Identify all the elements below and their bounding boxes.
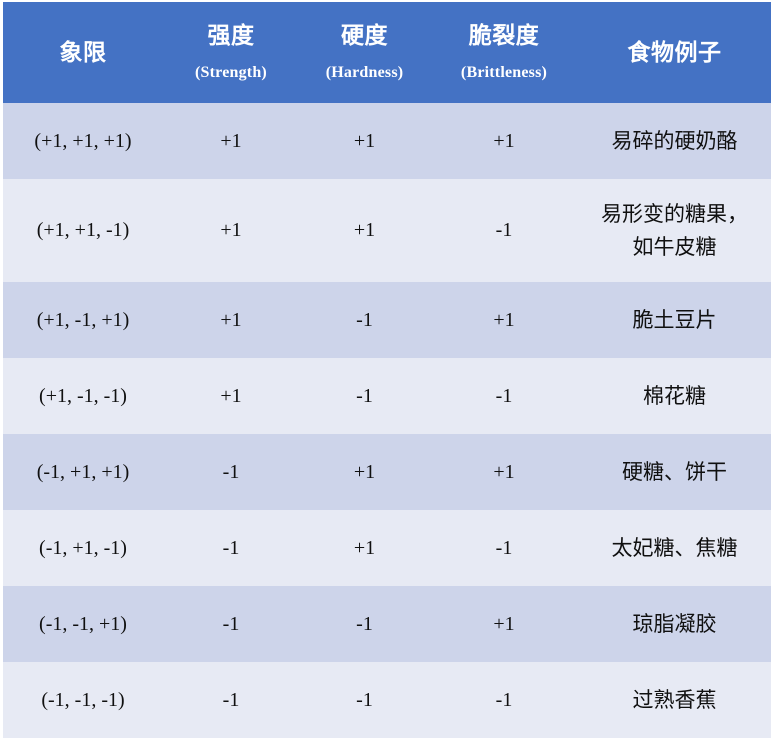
cell-brittleness: -1 <box>430 358 578 434</box>
cell-brittleness: +1 <box>430 103 578 179</box>
cell-quadrant: (-1, +1, -1) <box>3 510 163 586</box>
cell-hardness: +1 <box>299 434 430 510</box>
cell-strength: +1 <box>163 282 299 358</box>
cell-brittleness: +1 <box>430 282 578 358</box>
food-example-line: 易形变的糖果， <box>601 201 748 226</box>
table-row: (-1, +1, -1) -1 +1 -1 太妃糖、焦糖 <box>3 510 771 586</box>
food-example-line: 琼脂凝胶 <box>632 611 717 636</box>
column-header-food-examples: 食物例子 <box>578 2 771 103</box>
table-body: (+1, +1, +1) +1 +1 +1 易碎的硬奶酪 (+1, +1, -1… <box>3 103 771 738</box>
column-header-food-examples-label: 食物例子 <box>627 40 722 65</box>
column-header-quadrant-label: 象限 <box>59 40 107 65</box>
table-row: (-1, -1, -1) -1 -1 -1 过熟香蕉 <box>3 662 771 738</box>
table-row: (-1, -1, +1) -1 -1 +1 琼脂凝胶 <box>3 586 771 662</box>
cell-quadrant: (+1, +1, +1) <box>3 103 163 179</box>
cell-hardness: -1 <box>299 662 430 738</box>
cell-strength: -1 <box>163 434 299 510</box>
cell-brittleness: -1 <box>430 662 578 738</box>
cell-hardness: +1 <box>299 103 430 179</box>
quadrant-food-table: 象限 强度 (Strength) 硬度 (Hardness) <box>3 2 771 738</box>
cell-strength: -1 <box>163 510 299 586</box>
cell-quadrant: (+1, +1, -1) <box>3 179 163 282</box>
cell-hardness: +1 <box>299 179 430 282</box>
cell-food-example: 易形变的糖果， 如牛皮糖 <box>578 179 771 282</box>
table-row: (+1, +1, -1) +1 +1 -1 易形变的糖果， 如牛皮糖 <box>3 179 771 282</box>
cell-food-example: 过熟香蕉 <box>578 662 771 738</box>
cell-strength: -1 <box>163 662 299 738</box>
cell-hardness: -1 <box>299 586 430 662</box>
table-container: 象限 强度 (Strength) 硬度 (Hardness) <box>3 2 771 738</box>
column-header-strength-sublabel: (Strength) <box>195 64 267 81</box>
cell-food-example: 琼脂凝胶 <box>578 586 771 662</box>
food-example-line: 脆土豆片 <box>632 307 717 332</box>
cell-brittleness: -1 <box>430 510 578 586</box>
table-row: (+1, -1, +1) +1 -1 +1 脆土豆片 <box>3 282 771 358</box>
cell-quadrant: (+1, -1, -1) <box>3 358 163 434</box>
cell-hardness: -1 <box>299 282 430 358</box>
cell-food-example: 易碎的硬奶酪 <box>578 103 771 179</box>
column-header-strength-label: 强度 <box>207 23 255 48</box>
cell-quadrant: (-1, +1, +1) <box>3 434 163 510</box>
column-header-strength: 强度 (Strength) <box>163 2 299 103</box>
table-row: (-1, +1, +1) -1 +1 +1 硬糖、饼干 <box>3 434 771 510</box>
cell-food-example: 脆土豆片 <box>578 282 771 358</box>
column-header-hardness: 硬度 (Hardness) <box>299 2 430 103</box>
cell-brittleness: +1 <box>430 586 578 662</box>
column-header-brittleness-sublabel: (Brittleness) <box>460 64 548 81</box>
cell-quadrant: (-1, -1, -1) <box>3 662 163 738</box>
cell-brittleness: -1 <box>430 179 578 282</box>
cell-strength: +1 <box>163 103 299 179</box>
cell-strength: +1 <box>163 179 299 282</box>
food-example-line: 太妃糖、焦糖 <box>611 535 738 560</box>
cell-food-example: 硬糖、饼干 <box>578 434 771 510</box>
header-row: 象限 强度 (Strength) 硬度 (Hardness) <box>3 2 771 103</box>
cell-quadrant: (-1, -1, +1) <box>3 586 163 662</box>
food-example-line: 如牛皮糖 <box>632 234 717 259</box>
cell-hardness: -1 <box>299 358 430 434</box>
food-example-line: 棉花糖 <box>643 383 706 408</box>
column-header-brittleness: 脆裂度 (Brittleness) <box>430 2 578 103</box>
food-example-line: 过熟香蕉 <box>632 687 717 712</box>
cell-brittleness: +1 <box>430 434 578 510</box>
cell-quadrant: (+1, -1, +1) <box>3 282 163 358</box>
table-row: (+1, -1, -1) +1 -1 -1 棉花糖 <box>3 358 771 434</box>
cell-food-example: 棉花糖 <box>578 358 771 434</box>
food-example-line: 易碎的硬奶酪 <box>611 128 738 153</box>
column-header-quadrant: 象限 <box>3 2 163 103</box>
table-header: 象限 强度 (Strength) 硬度 (Hardness) <box>3 2 771 103</box>
cell-strength: +1 <box>163 358 299 434</box>
column-header-brittleness-label: 脆裂度 <box>468 23 540 48</box>
table-row: (+1, +1, +1) +1 +1 +1 易碎的硬奶酪 <box>3 103 771 179</box>
column-header-hardness-sublabel: (Hardness) <box>325 64 404 81</box>
food-example-line: 硬糖、饼干 <box>622 459 727 484</box>
cell-food-example: 太妃糖、焦糖 <box>578 510 771 586</box>
column-header-hardness-label: 硬度 <box>341 23 388 48</box>
cell-strength: -1 <box>163 586 299 662</box>
cell-hardness: +1 <box>299 510 430 586</box>
